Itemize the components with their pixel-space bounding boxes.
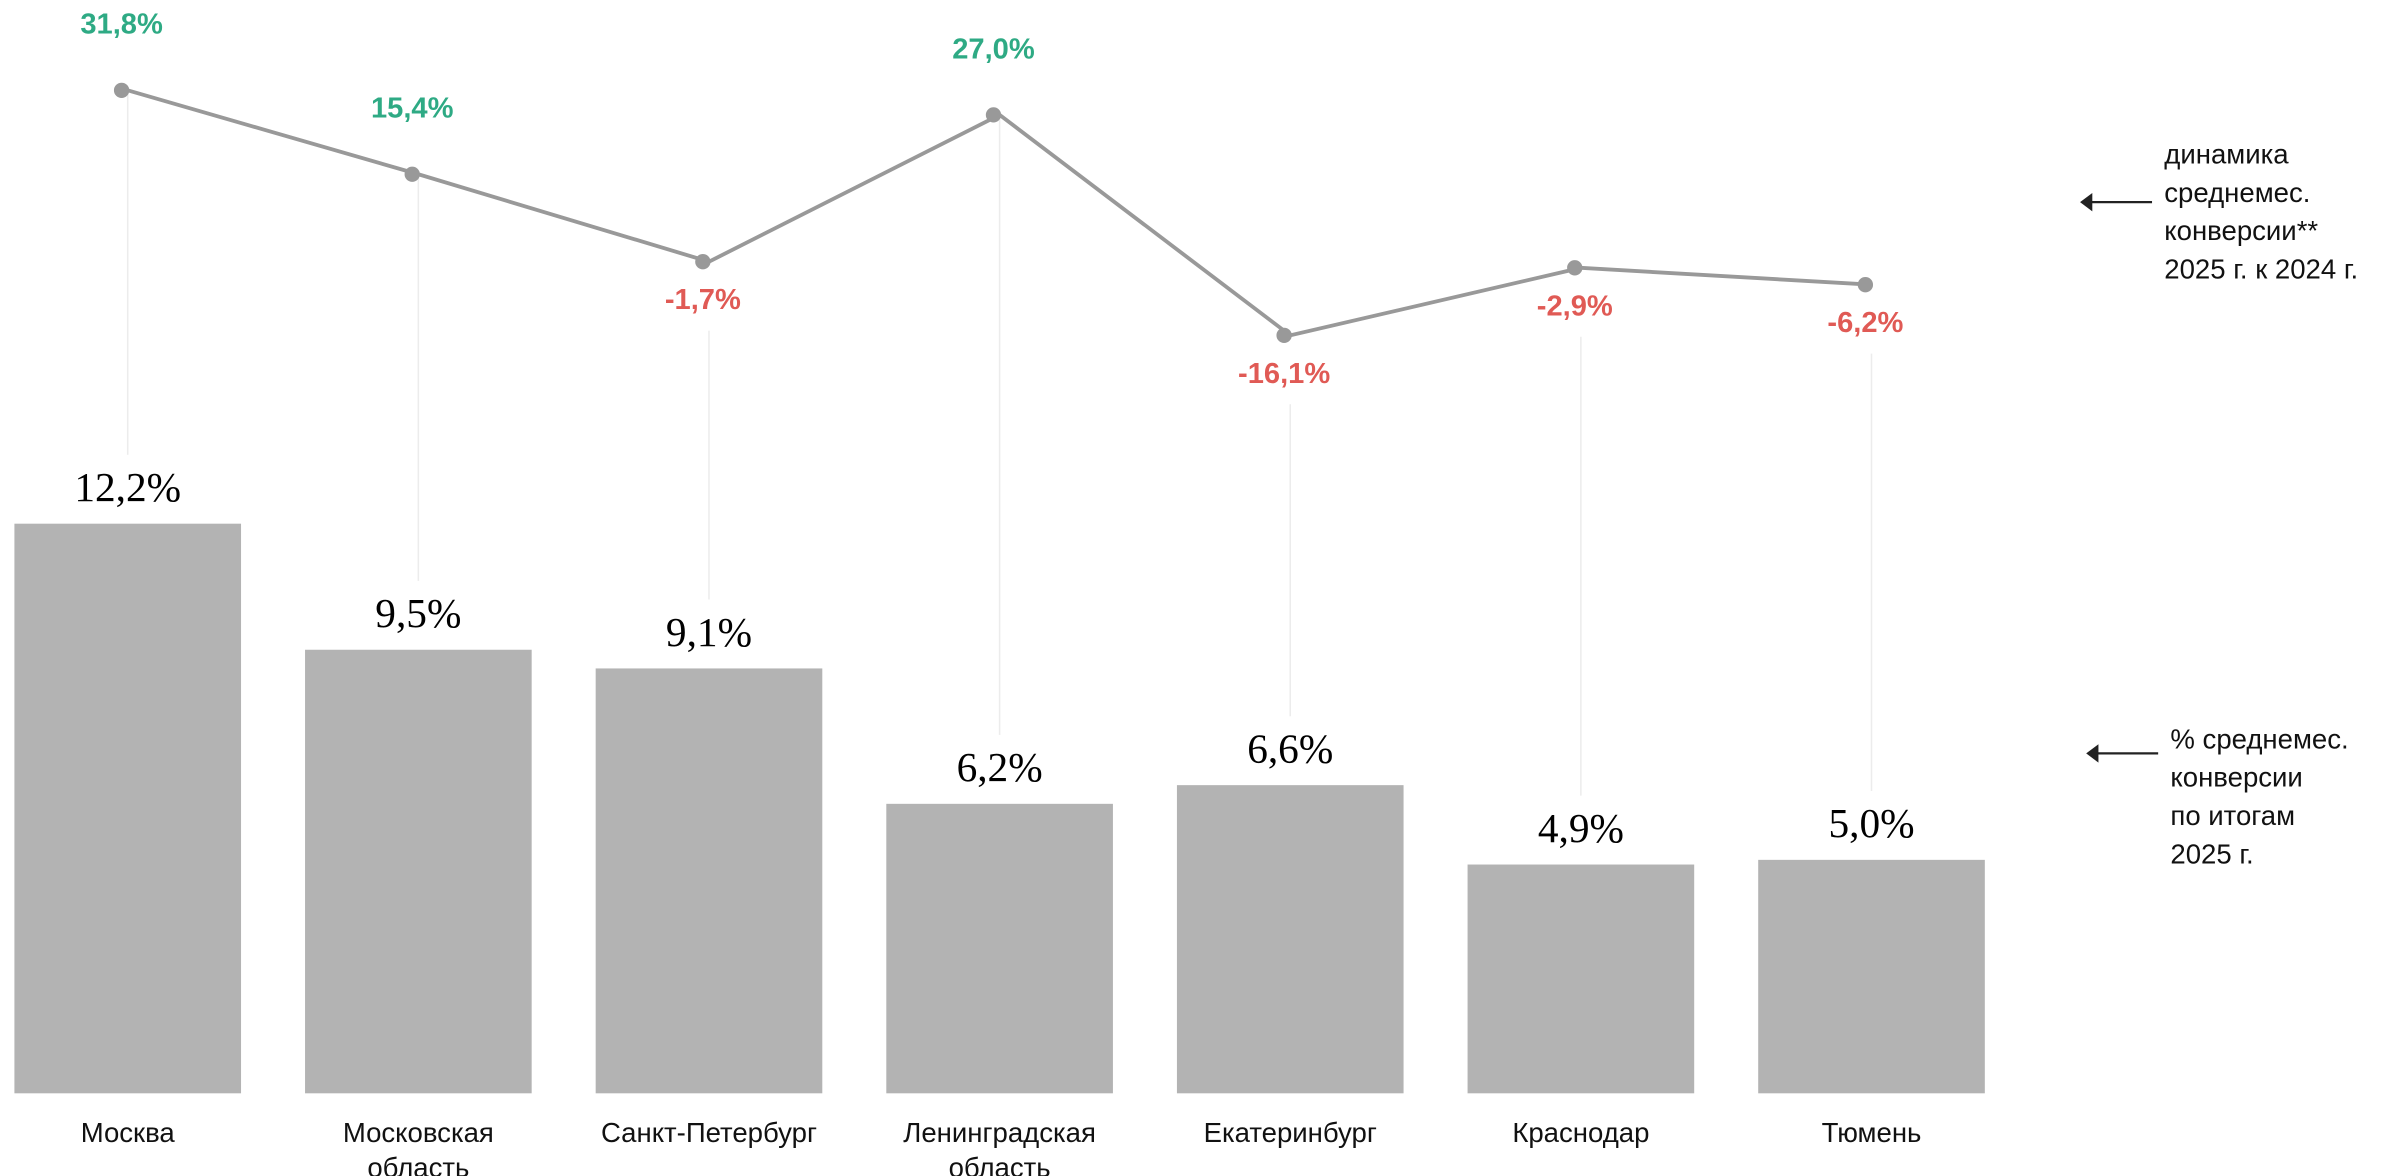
legend-label: конверсии [2170,762,2302,793]
legend-arrowhead [2086,744,2099,763]
x-tick-label: Ленинградская [903,1117,1096,1148]
legend-label: 2025 г. [2170,838,2253,869]
line-point [113,82,130,98]
line-point [1276,327,1292,343]
line-label: -2,9% [1537,290,1613,322]
line-point [985,107,1002,123]
x-tick-label: Московская [343,1117,494,1148]
legend-label: 2025 г. к 2024 г. [2164,253,2358,284]
bar [1176,785,1404,1094]
x-tick-label: область [367,1152,469,1176]
x-tick-label: Тюмень [1822,1117,1922,1148]
line-label: 31,8% [80,9,163,41]
legend-label: динамика [2164,138,2289,169]
line-label: 27,0% [952,33,1035,65]
bar-label: 5,0% [1828,800,1914,846]
line-point [404,166,420,182]
bar [1758,859,1985,1094]
x-tick-label: Екатеринбург [1204,1117,1377,1148]
bar [595,668,823,1094]
bar-label: 9,1% [666,609,752,655]
bar [1467,864,1695,1094]
bar [305,649,532,1094]
line-point [1567,260,1583,276]
legend-label: по итогам [2170,800,2295,831]
bar [14,523,242,1094]
line-label: -1,7% [665,284,741,316]
bar [886,803,1113,1094]
bar-label: 4,9% [1538,805,1624,851]
bar-label: 6,6% [1247,725,1333,771]
x-tick-label: Краснодар [1512,1117,1649,1148]
legend-label: % среднемес. [2170,723,2348,754]
x-tick-label: область [949,1152,1051,1176]
x-tick-label: Санкт-Петербург [601,1117,817,1148]
line-label: -6,2% [1827,307,1903,339]
bar-label: 6,2% [957,744,1043,790]
line-label: -16,1% [1238,358,1330,390]
line-point [1857,277,1874,293]
x-tick-label: Москва [81,1117,176,1148]
legend-arrowhead [2080,192,2093,212]
legend-label: среднемес. [2164,177,2310,208]
bar-label: 12,2% [74,464,181,510]
legend-label: конверсии** [2164,215,2318,246]
line-point [695,254,711,270]
bar-label: 9,5% [375,590,461,636]
line-label: 15,4% [371,93,454,125]
